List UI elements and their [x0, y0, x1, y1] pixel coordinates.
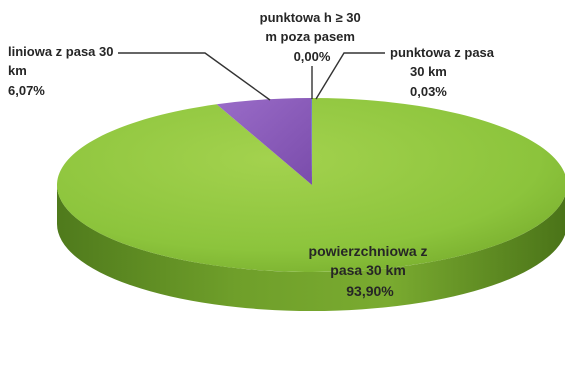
slice-label-point-outside: punktowa h ≥ 30 m poza pasem 0,00% [260, 10, 365, 64]
slice-label-surface: powierzchniowa z pasa 30 km 93,90% [309, 243, 432, 299]
pie-side-surface [57, 185, 565, 311]
leader-point-inside [315, 52, 385, 100]
slice-label-point-inside: punktowa z pasa 30 km 0,03% [390, 45, 498, 99]
leader-linear [118, 52, 271, 101]
slice-surface [56, 98, 565, 272]
pie-top-surface [56, 98, 565, 272]
leader-lines [118, 52, 385, 101]
pie-side-wall [57, 185, 565, 311]
slice-label-linear: liniowa z pasa 30 km 6,07% [8, 44, 117, 98]
slice-linear [216, 98, 312, 185]
